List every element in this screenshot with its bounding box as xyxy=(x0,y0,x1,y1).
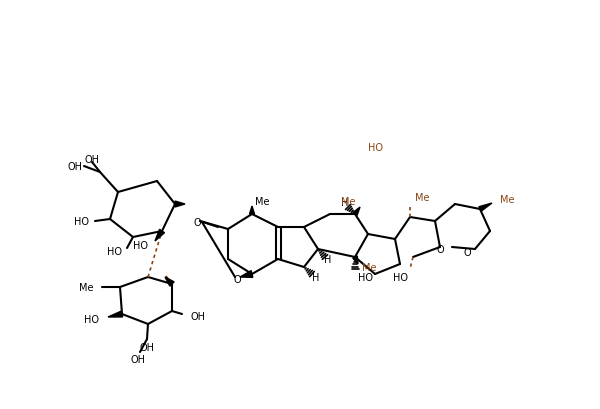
Polygon shape xyxy=(240,271,253,278)
Polygon shape xyxy=(250,207,254,214)
Text: HO: HO xyxy=(393,272,408,282)
Text: O: O xyxy=(463,247,471,257)
Polygon shape xyxy=(108,311,122,317)
Text: OH: OH xyxy=(131,354,146,364)
Text: Me: Me xyxy=(362,262,377,272)
Text: HO: HO xyxy=(368,143,383,153)
Text: HO: HO xyxy=(84,314,99,324)
Text: Me: Me xyxy=(341,196,355,207)
Polygon shape xyxy=(479,204,492,212)
Polygon shape xyxy=(155,230,164,241)
Polygon shape xyxy=(353,207,360,216)
Text: H: H xyxy=(341,198,349,207)
Text: Me: Me xyxy=(500,195,515,204)
Polygon shape xyxy=(165,277,174,286)
Text: H: H xyxy=(325,254,332,264)
Text: HO: HO xyxy=(74,216,89,227)
Text: HO: HO xyxy=(133,240,148,250)
Polygon shape xyxy=(353,256,358,264)
Text: Me: Me xyxy=(415,193,430,202)
Text: HO: HO xyxy=(358,272,373,282)
Text: O: O xyxy=(233,274,241,284)
Text: HO: HO xyxy=(107,246,122,256)
Text: H: H xyxy=(313,272,320,282)
Text: O: O xyxy=(193,218,201,227)
Text: OH: OH xyxy=(85,155,100,164)
Text: OH: OH xyxy=(68,162,83,172)
Text: Me: Me xyxy=(255,196,269,207)
Text: OH: OH xyxy=(140,342,155,352)
Text: OH: OH xyxy=(190,311,205,321)
Text: O: O xyxy=(436,245,444,254)
Polygon shape xyxy=(175,202,185,207)
Text: Me: Me xyxy=(79,282,93,292)
